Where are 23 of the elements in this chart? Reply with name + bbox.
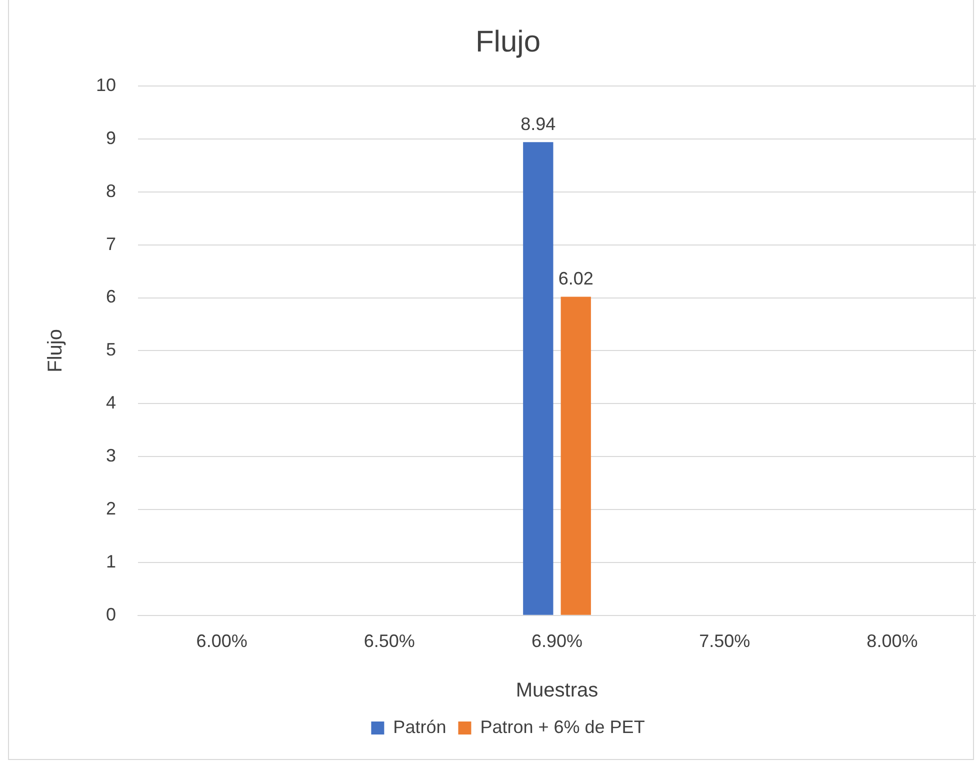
y-tick-label: 5 <box>106 340 116 360</box>
y-tick-label: 6 <box>106 286 116 307</box>
y-tick-label: 8 <box>106 180 116 201</box>
x-axis-title: Muestras <box>516 680 598 702</box>
chart-title: Flujo <box>475 25 541 58</box>
x-tick-label: 6.00% <box>196 631 248 652</box>
y-axis-title: Flujo <box>44 329 67 372</box>
legend-label: Patron + 6% de PET <box>480 716 645 737</box>
y-tick-label: 0 <box>106 604 116 624</box>
y-tick-label: 10 <box>96 74 116 95</box>
y-tick-label: 2 <box>106 498 116 518</box>
legend-label: Patrón <box>393 716 446 737</box>
x-tick-label: 7.50% <box>699 631 750 652</box>
y-tick-label: 4 <box>106 392 116 413</box>
y-tick-label: 1 <box>106 551 116 572</box>
x-tick-label: 6.50% <box>364 631 415 652</box>
y-tick-label: 7 <box>106 234 116 254</box>
x-tick-label: 8.00% <box>866 631 918 652</box>
y-tick-label: 9 <box>106 128 116 148</box>
x-tick-label: 6.90% <box>531 631 583 652</box>
y-tick-label: 3 <box>106 446 116 466</box>
data-label: 6.02 <box>558 268 594 289</box>
data-label: 8.94 <box>520 114 556 134</box>
